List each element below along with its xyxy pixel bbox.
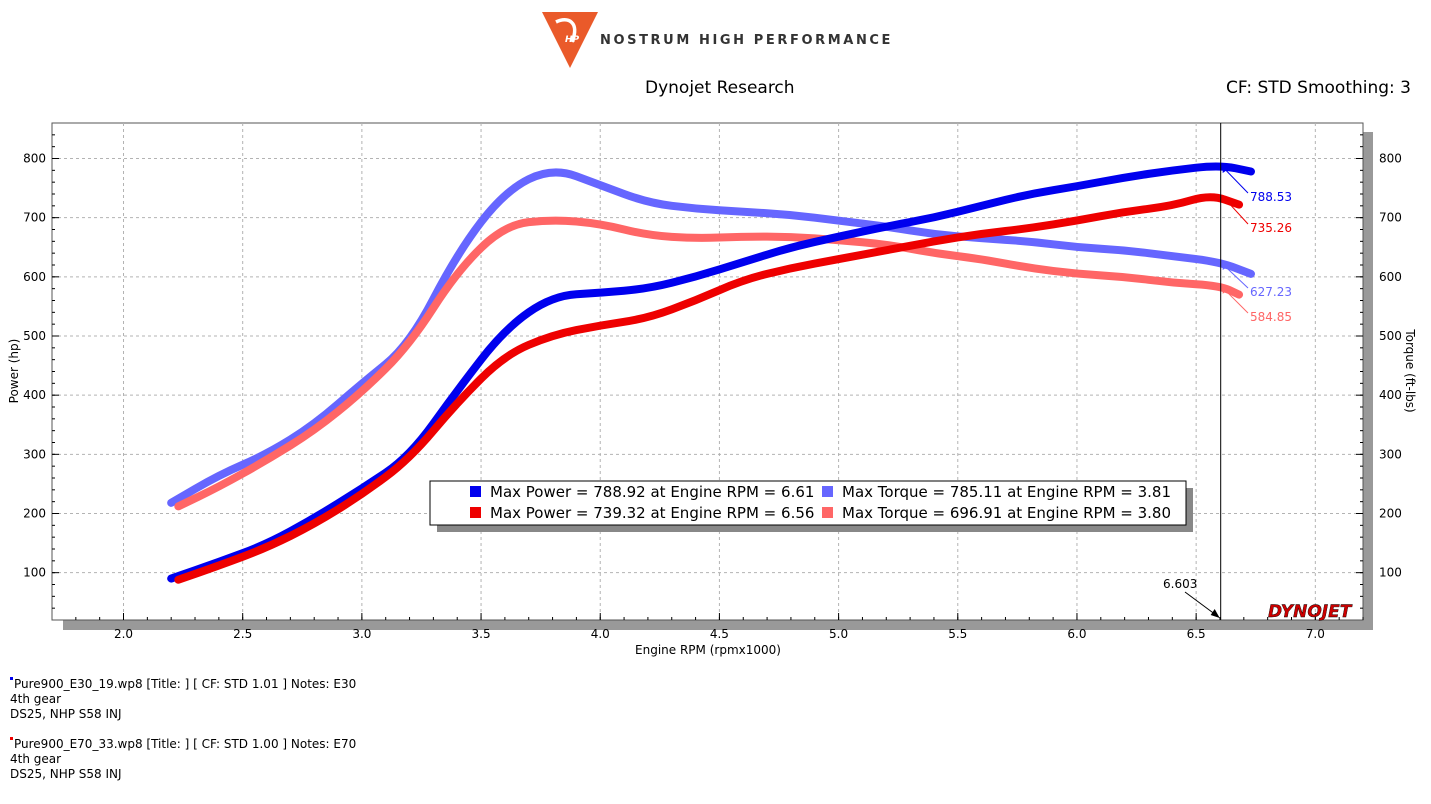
logo-mark: HP: [565, 35, 580, 45]
grid: [52, 123, 1363, 620]
y-left-tick-label: 200: [23, 507, 46, 521]
end-label-marker: [1222, 262, 1229, 271]
chart-header-title: Dynojet Research: [645, 78, 795, 98]
y-left-tick-label: 300: [23, 447, 46, 461]
series-line-power_e70: [174, 193, 1244, 584]
run-info-e70: Pure900_E70_33.wp8 [Title: ] [ CF: STD 1…: [10, 737, 356, 782]
y-left-tick-label: 700: [23, 211, 46, 225]
x-tick-label: 6.0: [1067, 627, 1086, 641]
y-right-tick-label: 800: [1379, 152, 1402, 166]
y-left-tick-label: 600: [23, 270, 46, 284]
run-gear-line: 4th gear: [10, 692, 62, 706]
dynojet-watermark: DYNOJET: [1268, 602, 1353, 622]
end-label-leader: [1224, 198, 1249, 225]
x-tick-label: 5.5: [948, 627, 967, 641]
run-config-line: DS25, NHP S58 INJ: [10, 707, 122, 721]
legend-swatch-torque_e30: [822, 486, 833, 497]
run-info-e30: Pure900_E30_19.wp8 [Title: ] [ CF: STD 1…: [10, 677, 356, 722]
y-left-tick-label: 400: [23, 388, 46, 402]
legend-entry: Max Torque = 785.11 at Engine RPM = 3.81: [842, 483, 1171, 501]
x-tick-label: 5.0: [829, 627, 848, 641]
series-line-power_e30: [167, 162, 1255, 583]
legend-box: [429, 480, 1187, 526]
end-label-leader: [1224, 289, 1249, 314]
y-right-tick-label: 700: [1379, 211, 1402, 225]
rpm-cursor: 6.603: [1163, 123, 1222, 620]
rpm-cursor-label: 6.603: [1163, 577, 1197, 591]
x-tick-label: 4.0: [591, 627, 610, 641]
y-right-tick-label: 100: [1379, 566, 1402, 580]
end-label-torque_e30: 627.23: [1250, 285, 1292, 299]
x-tick-label: 2.0: [114, 627, 133, 641]
series-line-torque_e70: [174, 216, 1244, 511]
legend-entry: Max Torque = 696.91 at Engine RPM = 3.80: [842, 504, 1171, 522]
run-file-line: Pure900_E70_33.wp8 [Title: ] [ CF: STD 1…: [14, 737, 357, 751]
y-left-tick-label: 800: [23, 152, 46, 166]
chart-header-settings: CF: STD Smoothing: 3: [1226, 78, 1411, 98]
y-right-tick-label: 600: [1379, 270, 1402, 284]
end-label-leader: [1224, 265, 1249, 289]
end-label-marker: [1222, 194, 1229, 203]
brand-name: NOSTRUM HIGH PERFORMANCE: [600, 33, 894, 48]
y-right-tick-label: 300: [1379, 447, 1402, 461]
y-right-tick-label: 500: [1379, 329, 1402, 343]
x-axis-label: Engine RPM (rpmx1000): [635, 643, 781, 657]
end-label-marker: [1222, 285, 1229, 294]
nostrum-logo: HP: [542, 12, 598, 68]
y-right-tick-label: 400: [1379, 388, 1402, 402]
run-config-line: DS25, NHP S58 INJ: [10, 767, 122, 781]
run-gear-line: 4th gear: [10, 752, 62, 766]
x-tick-label: 3.0: [352, 627, 371, 641]
legend-entry: Max Power = 788.92 at Engine RPM = 6.61: [490, 483, 814, 501]
end-label-power_e30: 788.53: [1250, 190, 1292, 204]
run-color-dot-e70: [10, 737, 13, 740]
y-axis-left-label: Power (hp): [7, 339, 21, 404]
legend-swatch-power_e30: [470, 486, 481, 497]
x-tick-label: 2.5: [233, 627, 252, 641]
end-label-marker: [1222, 165, 1229, 174]
rpm-cursor-arrow: [1210, 609, 1220, 618]
x-tick-label: 3.5: [472, 627, 491, 641]
y-left-tick-label: 100: [23, 566, 46, 580]
y-axis-right-label: Torque (ft-lbs): [1403, 328, 1417, 412]
series-line-torque_e30: [167, 168, 1255, 507]
legend-entry: Max Power = 739.32 at Engine RPM = 6.56: [490, 504, 814, 522]
plot-area: [51, 122, 1364, 621]
y-left-tick-label: 500: [23, 329, 46, 343]
run-color-dot-e30: [10, 677, 13, 680]
x-tick-label: 7.0: [1306, 627, 1325, 641]
x-tick-label: 4.5: [710, 627, 729, 641]
run-file-line: Pure900_E30_19.wp8 [Title: ] [ CF: STD 1…: [14, 677, 357, 691]
x-tick-label: 6.5: [1187, 627, 1206, 641]
end-label-power_e70: 735.26: [1250, 221, 1292, 235]
end-label-leader: [1224, 168, 1249, 194]
y-right-tick-label: 200: [1379, 507, 1402, 521]
end-label-torque_e70: 584.85: [1250, 310, 1292, 324]
legend-swatch-torque_e70: [822, 507, 833, 518]
legend-swatch-power_e70: [470, 507, 481, 518]
legend: Max Power = 788.92 at Engine RPM = 6.61 M…: [429, 480, 1193, 532]
